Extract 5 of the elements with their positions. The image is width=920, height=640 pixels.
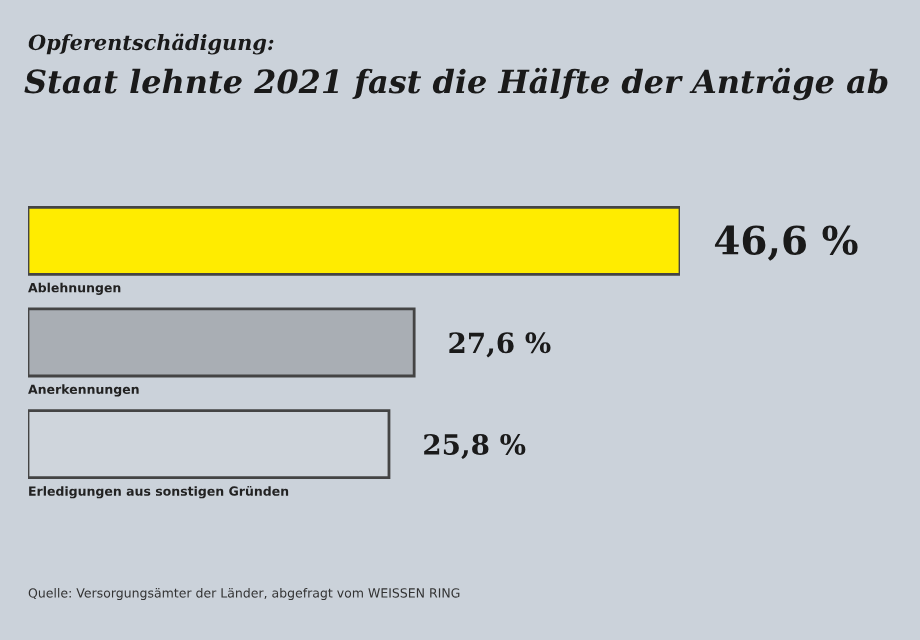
data-label: 46,6 % — [714, 225, 858, 261]
chart-title: Staat lehnte 2021 fast die Hälfte der Anträge ab — [24, 67, 888, 101]
data-label: 27,6 % — [449, 332, 551, 358]
chart-subtitle: Opferentschädigung: — [28, 33, 274, 55]
data-label: 25,8 % — [424, 433, 526, 460]
